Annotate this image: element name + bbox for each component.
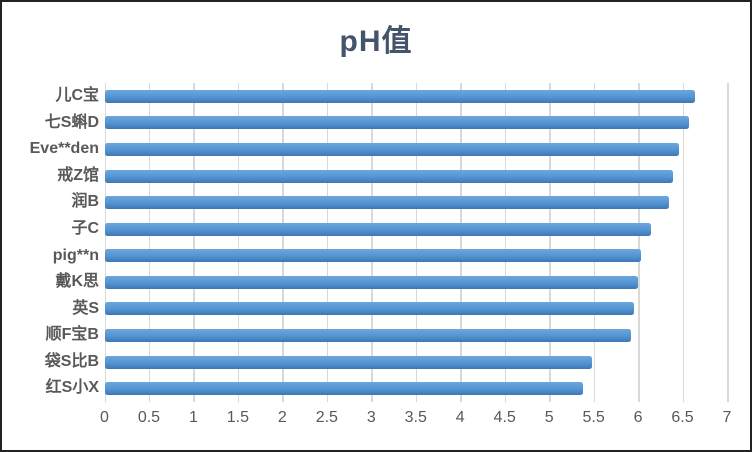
gridline — [460, 83, 462, 402]
gridline — [371, 83, 373, 402]
bar-3 — [104, 142, 679, 156]
gridline — [727, 83, 729, 402]
x-tick-label: 6.5 — [671, 409, 694, 426]
bar-4 — [104, 169, 673, 183]
bar-9 — [104, 302, 634, 316]
gridline — [638, 83, 640, 402]
x-tick-label: 2.5 — [315, 409, 338, 426]
x-tick-label: 5.5 — [582, 409, 605, 426]
bar-2 — [104, 116, 689, 130]
bar-12 — [104, 382, 583, 396]
gridline — [593, 83, 596, 402]
category-label: 润B — [71, 193, 99, 211]
x-tick-label: 1 — [188, 409, 198, 426]
gridline — [237, 83, 240, 402]
x-tick-label: 3 — [366, 409, 376, 426]
x-tick-label: 3.5 — [404, 409, 427, 426]
x-tick-label: 0.5 — [137, 409, 161, 426]
x-tick-label: 5 — [544, 409, 554, 426]
category-label: 七S蝌D — [44, 113, 99, 131]
category-label: 戒Z馆 — [57, 166, 99, 184]
bar-5 — [104, 196, 670, 210]
category-label: 子C — [71, 219, 99, 237]
gridline — [549, 83, 551, 402]
bar-10 — [104, 329, 631, 343]
category-label: 戴K思 — [55, 273, 99, 291]
bar-8 — [104, 275, 639, 289]
gridline — [193, 83, 195, 402]
gridline — [415, 83, 418, 402]
bar-11 — [104, 355, 592, 369]
category-label: 袋S比B — [44, 352, 99, 370]
bar-1 — [104, 89, 695, 103]
category-label: pig**n — [52, 246, 99, 264]
gridline — [282, 83, 284, 402]
gridline — [326, 83, 329, 402]
gridline — [682, 83, 685, 402]
bar-7 — [104, 249, 641, 263]
x-tick-label: 7 — [722, 409, 732, 426]
x-tick-label: 4 — [455, 409, 465, 426]
x-tick-label: 2 — [277, 409, 287, 426]
category-label: 英S — [72, 299, 99, 317]
gridline — [504, 83, 507, 402]
bar-6 — [104, 222, 651, 236]
gridline — [104, 83, 106, 402]
category-label: Eve**den — [29, 140, 99, 158]
category-label: 顺F宝B — [45, 326, 99, 344]
x-tick-label: 0 — [100, 409, 109, 426]
x-tick-label: 1.5 — [226, 409, 250, 426]
x-tick-label: 6 — [633, 409, 643, 426]
chart-title: pH值 — [339, 25, 413, 58]
plot-area — [104, 83, 729, 402]
category-label: 儿C宝 — [55, 87, 99, 104]
x-tick-label: 4.5 — [493, 409, 516, 426]
gridline — [148, 83, 151, 402]
category-label: 红S小X — [45, 379, 99, 397]
